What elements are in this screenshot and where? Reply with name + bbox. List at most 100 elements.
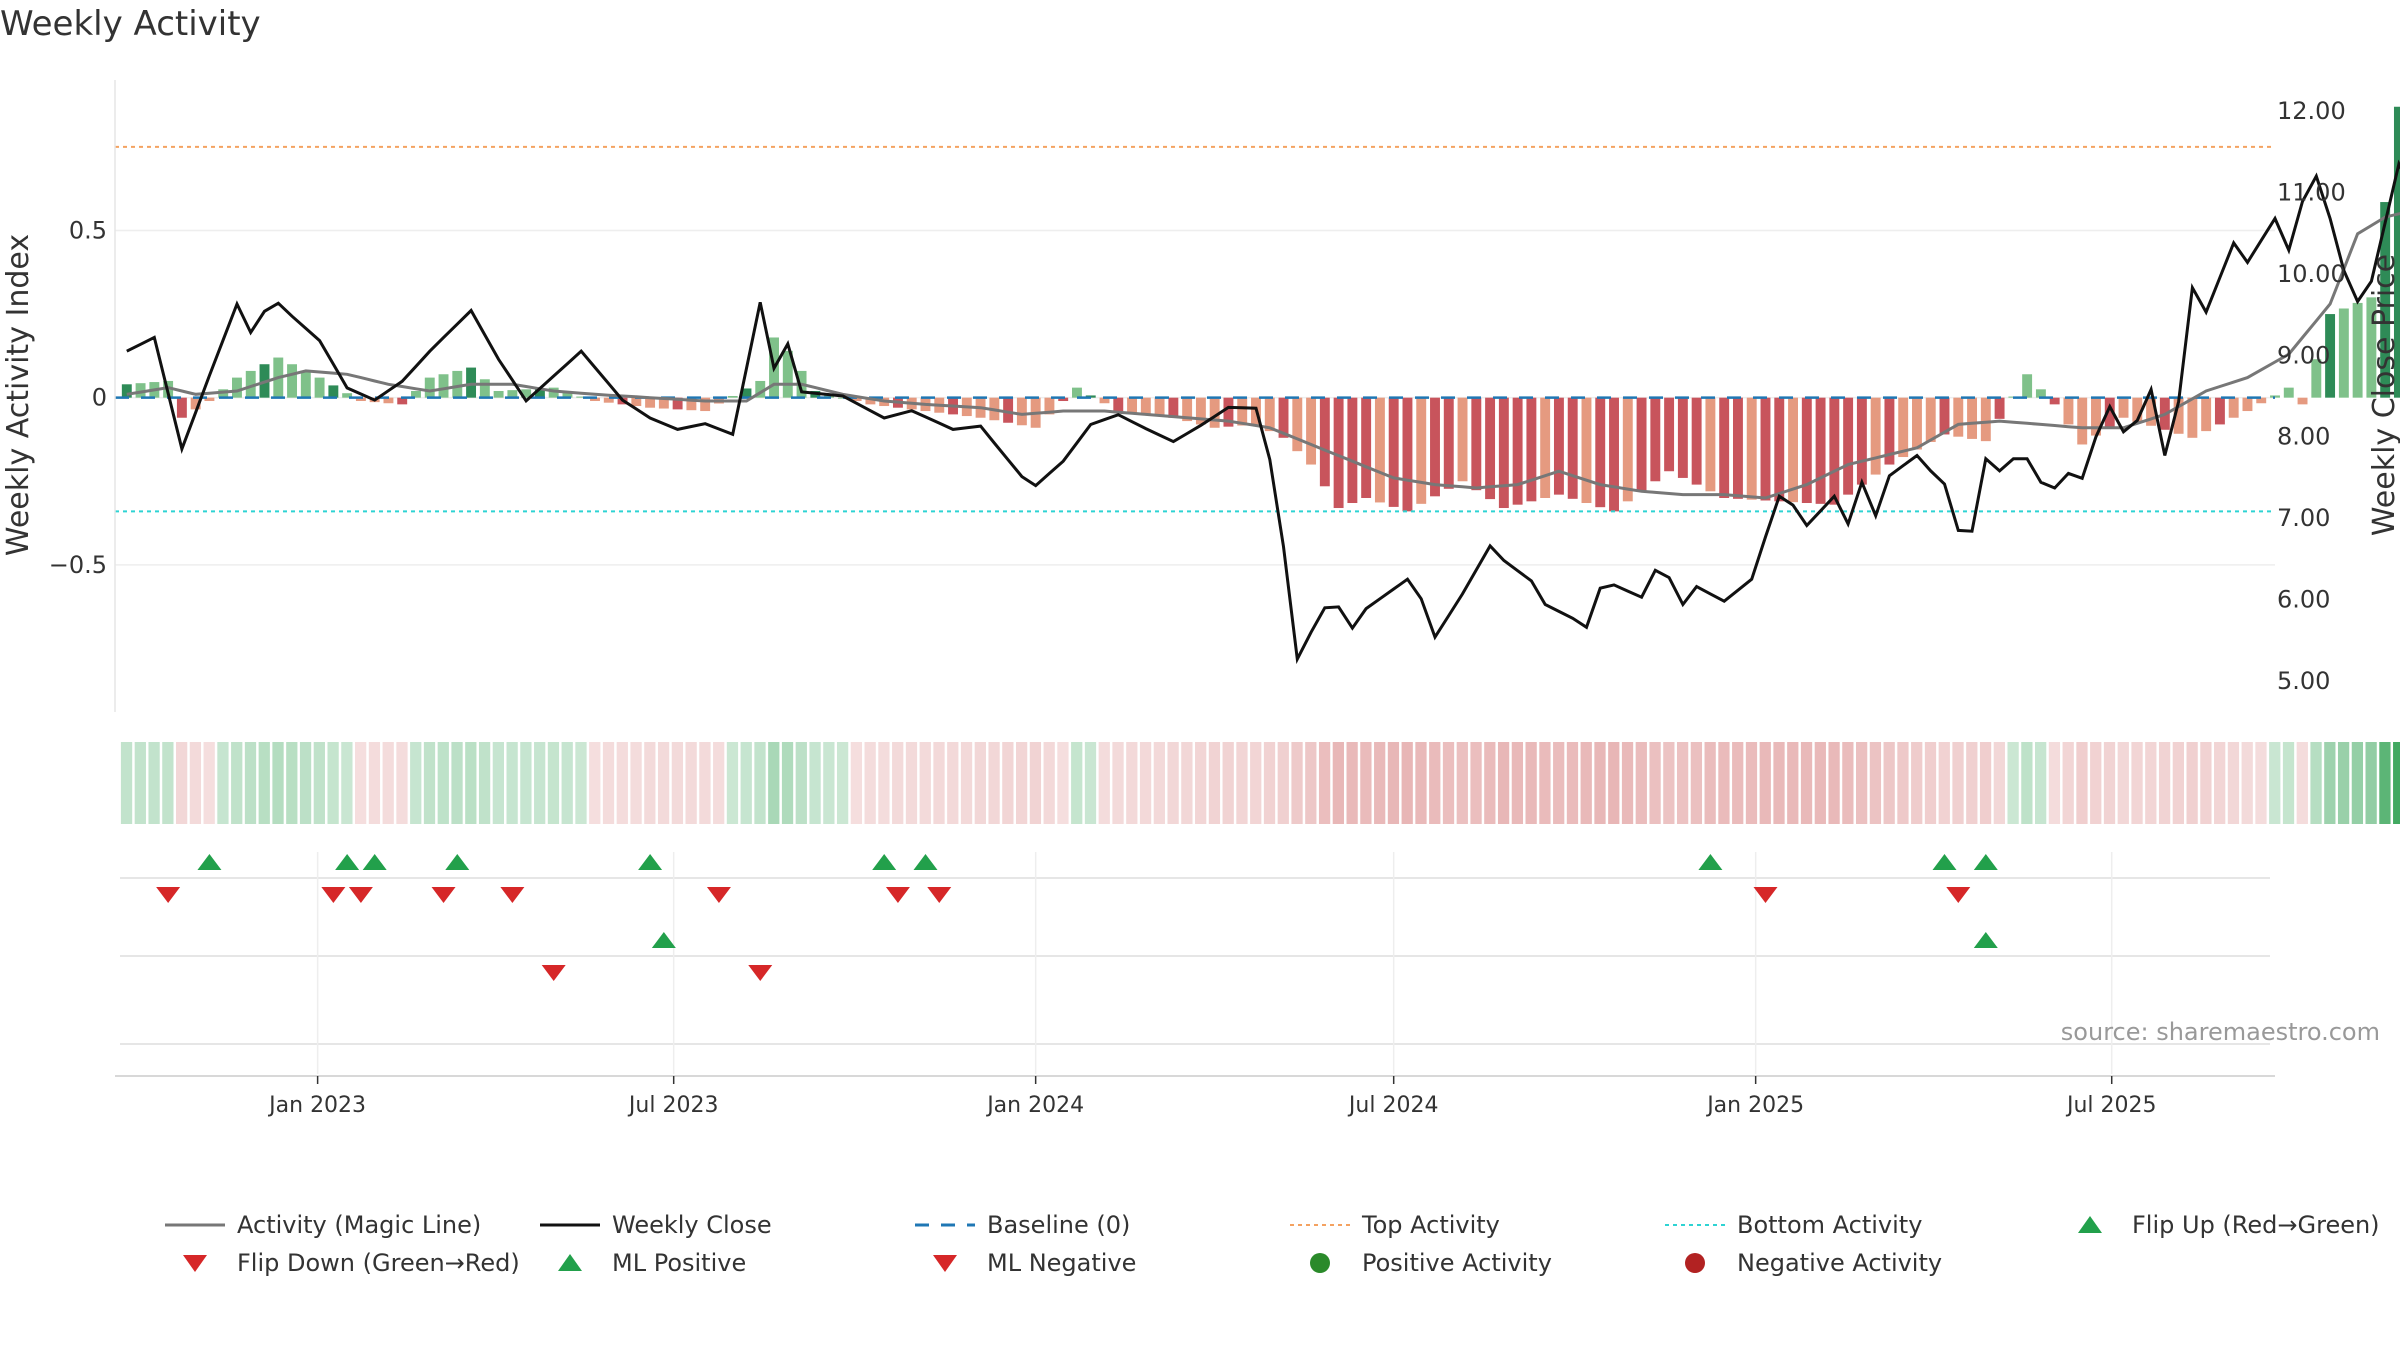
heat-cell [1897, 742, 1909, 824]
activity-bar [741, 388, 752, 398]
flip-up-marker [1932, 854, 1957, 870]
activity-bar [342, 393, 353, 398]
y2-tick-label: 7.00 [2277, 504, 2330, 532]
activity-bar [1485, 397, 1496, 500]
activity-bar [411, 390, 421, 398]
heat-cell [781, 742, 794, 824]
heat-cell [685, 742, 697, 824]
source-credit: source: sharemaestro.com [2061, 1018, 2380, 1046]
activity-bar [1622, 397, 1633, 502]
legend-swatch [2078, 1216, 2102, 1233]
heat-cell [451, 742, 463, 824]
heat-cell [217, 742, 229, 824]
activity-bar [755, 380, 766, 398]
y-tick-label: −0.5 [49, 551, 107, 579]
heat-cell [1153, 742, 1165, 824]
activity-bar [424, 377, 435, 398]
heat-cell [1511, 742, 1524, 824]
activity-bar [1677, 397, 1688, 478]
flip-up-marker [445, 854, 470, 870]
flip-down-marker [885, 887, 910, 903]
heat-cell [2269, 742, 2281, 824]
heat-cell [974, 742, 986, 824]
heat-cell [1208, 742, 1221, 824]
activity-bar [1003, 397, 1014, 423]
activity-bar [176, 397, 187, 418]
activity-bar [314, 377, 325, 398]
heat-cell [1869, 742, 1882, 824]
heat-cell [1690, 742, 1703, 824]
heat-cell [1676, 742, 1689, 824]
x-tick-label: Jan 2025 [1705, 1093, 1804, 1118]
activity-bar [576, 396, 587, 398]
activity-bar [328, 385, 339, 398]
activity-bar [1553, 397, 1564, 495]
legend-item: Activity (Magic Line) [165, 1211, 481, 1239]
heat-cell [1924, 742, 1937, 824]
heat-cell [699, 742, 711, 824]
heat-cell [1621, 742, 1634, 824]
ml-negative-marker [541, 965, 566, 981]
activity-bar [2022, 374, 2033, 398]
heat-cell [1429, 742, 1441, 824]
heat-cell [878, 742, 890, 824]
legend-item: Flip Up (Red→Green) [2078, 1211, 2380, 1239]
heat-cell [134, 742, 146, 824]
heat-cell [836, 742, 849, 824]
y-tick-label: 0 [92, 384, 107, 412]
activity-bar [245, 370, 256, 398]
heat-cell [1649, 742, 1661, 824]
heat-cell [726, 742, 739, 824]
activity-bar [2063, 397, 2074, 425]
flip-up-marker [1973, 854, 1998, 870]
x-tick-label: Jan 2023 [267, 1093, 366, 1118]
legend: Activity (Magic Line) Weekly Close Baselin… [165, 1211, 2380, 1277]
heat-cell [2076, 742, 2088, 824]
heat-cell [1800, 742, 1813, 824]
activity-bar [2187, 397, 2198, 438]
heat-cell [2035, 742, 2047, 824]
activity-bar [1388, 397, 1399, 507]
heat-cell [2172, 742, 2184, 824]
heat-cell [795, 742, 807, 824]
activity-bar [1072, 387, 1082, 398]
activity-bar [1278, 397, 1289, 438]
heat-cell [2379, 742, 2391, 824]
heat-cell [1401, 742, 1413, 824]
heat-cell [1966, 742, 1978, 824]
heat-cell [2062, 742, 2074, 824]
heat-cell [355, 742, 367, 824]
heat-cell [1277, 742, 1289, 824]
y2-tick-label: 8.00 [2277, 423, 2330, 451]
activity-bar [1058, 397, 1069, 402]
heat-cell [148, 742, 160, 824]
activity-bar [562, 392, 573, 398]
activity-bar [1925, 397, 1936, 442]
activity-bar [1581, 397, 1592, 504]
activity-bar [1540, 397, 1551, 498]
heat-cell [2158, 742, 2171, 824]
activity-bar [1939, 397, 1950, 435]
legend-label: Positive Activity [1362, 1249, 1552, 1277]
heat-cell [2200, 742, 2212, 824]
heat-cell [1305, 742, 1317, 824]
heat-cell [864, 742, 876, 824]
activity-bar [2118, 397, 2129, 418]
activity-bar [1127, 397, 1138, 413]
heat-cell [1814, 742, 1826, 824]
activity-bar [204, 397, 215, 402]
activity-bar [355, 397, 366, 402]
heat-cell [1759, 742, 1771, 824]
activity-bar [1016, 397, 1027, 426]
heat-cell [2103, 742, 2116, 824]
heat-cell [947, 742, 959, 824]
flip-up-marker [872, 854, 897, 870]
heat-cell [1195, 742, 1207, 824]
legend-label: Flip Down (Green→Red) [237, 1249, 520, 1277]
heat-cell [2214, 742, 2226, 824]
activity-bar [1416, 397, 1427, 504]
heat-cell [616, 742, 628, 824]
legend-swatch [1685, 1253, 1705, 1273]
heat-cell [1470, 742, 1482, 824]
heat-cell [1139, 742, 1152, 824]
